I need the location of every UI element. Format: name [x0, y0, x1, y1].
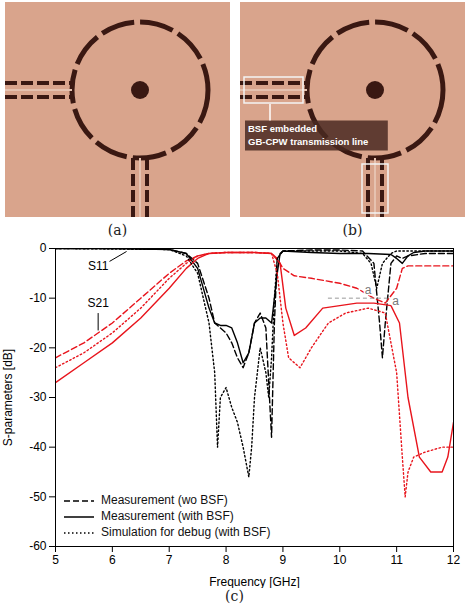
- html-text:(b): (b): [342, 222, 363, 238]
- svg-text:Frequency [GHz]: Frequency [GHz]: [209, 575, 300, 589]
- svg-text:6: 6: [109, 553, 116, 567]
- svg-text:11: 11: [390, 553, 403, 567]
- html-text:Measurement (wo BSF): Measurement (wo BSF): [101, 493, 228, 507]
- svg-text:S21: S21: [87, 296, 109, 310]
- svg-text:BSF embedded: BSF embedded: [248, 123, 317, 134]
- svg-text:-20: -20: [29, 341, 47, 355]
- svg-text:GB-CPW transmission line: GB-CPW transmission line: [248, 136, 368, 147]
- svg-text:-30: -30: [29, 390, 47, 404]
- svg-text:-10: -10: [29, 291, 47, 305]
- svg-text:10: 10: [333, 553, 347, 567]
- html-text:(c): (c): [225, 588, 244, 604]
- svg-text:S11: S11: [88, 259, 109, 273]
- svg-text:5: 5: [52, 553, 59, 567]
- html-text:Simulation for debug (with BSF: Simulation for debug (with BSF): [101, 525, 271, 539]
- svg-text:a: a: [392, 294, 399, 308]
- svg-text:0: 0: [40, 241, 47, 255]
- svg-text:S-parameters [dB]: S-parameters [dB]: [1, 349, 15, 446]
- svg-text:7: 7: [166, 553, 173, 567]
- html-text:Measurement (with BSF): Measurement (with BSF): [101, 509, 234, 523]
- svg-text:-60: -60: [29, 539, 47, 553]
- svg-text:a: a: [365, 283, 372, 297]
- html-text:(a): (a): [107, 222, 128, 238]
- svg-text:8: 8: [223, 553, 230, 567]
- svg-text:-40: -40: [29, 440, 47, 454]
- svg-text:12: 12: [447, 553, 461, 567]
- svg-text:9: 9: [280, 553, 287, 567]
- svg-text:-50: -50: [29, 490, 47, 504]
